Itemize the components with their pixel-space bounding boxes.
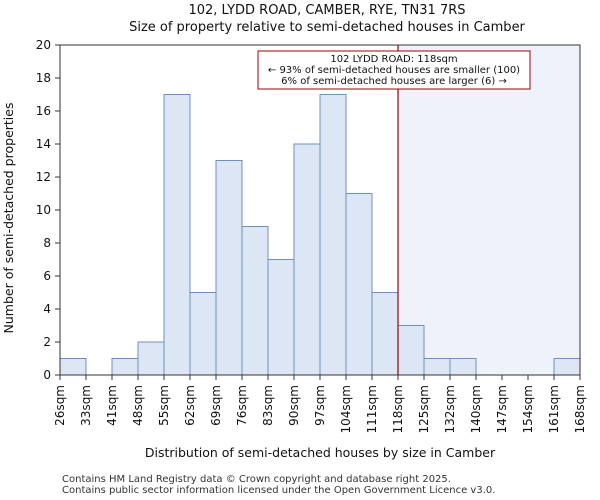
chart-title: 102, LYDD ROAD, CAMBER, RYE, TN31 7RS xyxy=(188,3,465,18)
x-tick-label: 154sqm xyxy=(521,385,535,433)
bar xyxy=(345,193,373,376)
bar xyxy=(241,226,269,376)
x-tick-label: 90sqm xyxy=(287,385,301,426)
bar xyxy=(293,143,321,376)
x-tick-label: 147sqm xyxy=(495,385,509,433)
bar xyxy=(267,259,295,376)
bar xyxy=(423,358,451,376)
plot-area: 0 2 4 6 8 10 12 14 16 18 20 26sqm 33sqm 41sqm 48sqm 55s… xyxy=(36,38,587,433)
y-tick-label: 2 xyxy=(43,335,51,349)
y-tick-label: 16 xyxy=(36,104,51,118)
bar xyxy=(111,358,139,376)
x-tick-label: 168sqm xyxy=(573,385,587,433)
annotation-box xyxy=(257,50,531,90)
bar xyxy=(397,325,425,376)
chart-subtitle: Size of property relative to semi-detach… xyxy=(129,20,525,35)
y-tick-label: 6 xyxy=(43,269,51,283)
x-tick-label: 76sqm xyxy=(235,385,249,426)
highlight-region xyxy=(398,45,580,375)
annotation-text: 6% of semi-detached houses are larger (6… xyxy=(281,76,507,87)
footer-line-1: Contains HM Land Registry data © Crown c… xyxy=(62,474,451,485)
x-tick-label: 62sqm xyxy=(183,385,197,426)
x-tick-label: 118sqm xyxy=(391,385,405,433)
x-tick-label: 132sqm xyxy=(443,385,457,433)
y-tick-label: 18 xyxy=(36,71,51,85)
x-tick-label: 104sqm xyxy=(339,385,353,433)
y-tick-label: 10 xyxy=(36,203,51,217)
bar xyxy=(371,292,399,376)
x-tick-label: 48sqm xyxy=(131,385,145,426)
x-tick-label: 83sqm xyxy=(261,385,275,426)
annotation-text: 102 LYDD ROAD: 118sqm xyxy=(330,54,457,65)
y-tick-label: 12 xyxy=(36,170,51,184)
x-tick-label: 33sqm xyxy=(79,385,93,426)
footer-line-2: Contains public sector information licen… xyxy=(62,485,496,496)
x-tick-label: 55sqm xyxy=(157,385,171,426)
x-tick-label: 26sqm xyxy=(53,385,67,426)
y-tick-label: 8 xyxy=(43,236,51,250)
y-tick-label: 20 xyxy=(36,38,51,52)
bar xyxy=(449,358,477,376)
y-tick-label: 4 xyxy=(43,302,51,316)
x-tick-label: 140sqm xyxy=(469,385,483,433)
x-tick-label: 125sqm xyxy=(417,385,431,433)
bar xyxy=(553,358,581,376)
x-tick-label: 69sqm xyxy=(209,385,223,426)
bar xyxy=(319,94,347,376)
y-axis-label: Number of semi-detached properties xyxy=(1,103,16,334)
x-tick-label: 41sqm xyxy=(105,385,119,426)
x-tick-label: 111sqm xyxy=(365,385,379,433)
bar xyxy=(163,94,191,376)
x-tick-label: 97sqm xyxy=(313,385,327,426)
y-tick-label: 0 xyxy=(43,368,51,382)
bar xyxy=(59,358,87,376)
bar xyxy=(137,341,165,376)
y-tick-label: 14 xyxy=(36,137,51,151)
bar xyxy=(215,160,243,376)
x-tick-label: 161sqm xyxy=(547,385,561,433)
x-axis-label: Distribution of semi-detached houses by … xyxy=(145,445,496,460)
bar xyxy=(189,292,217,376)
annotation-text: ← 93% of semi-detached houses are smalle… xyxy=(268,65,520,76)
